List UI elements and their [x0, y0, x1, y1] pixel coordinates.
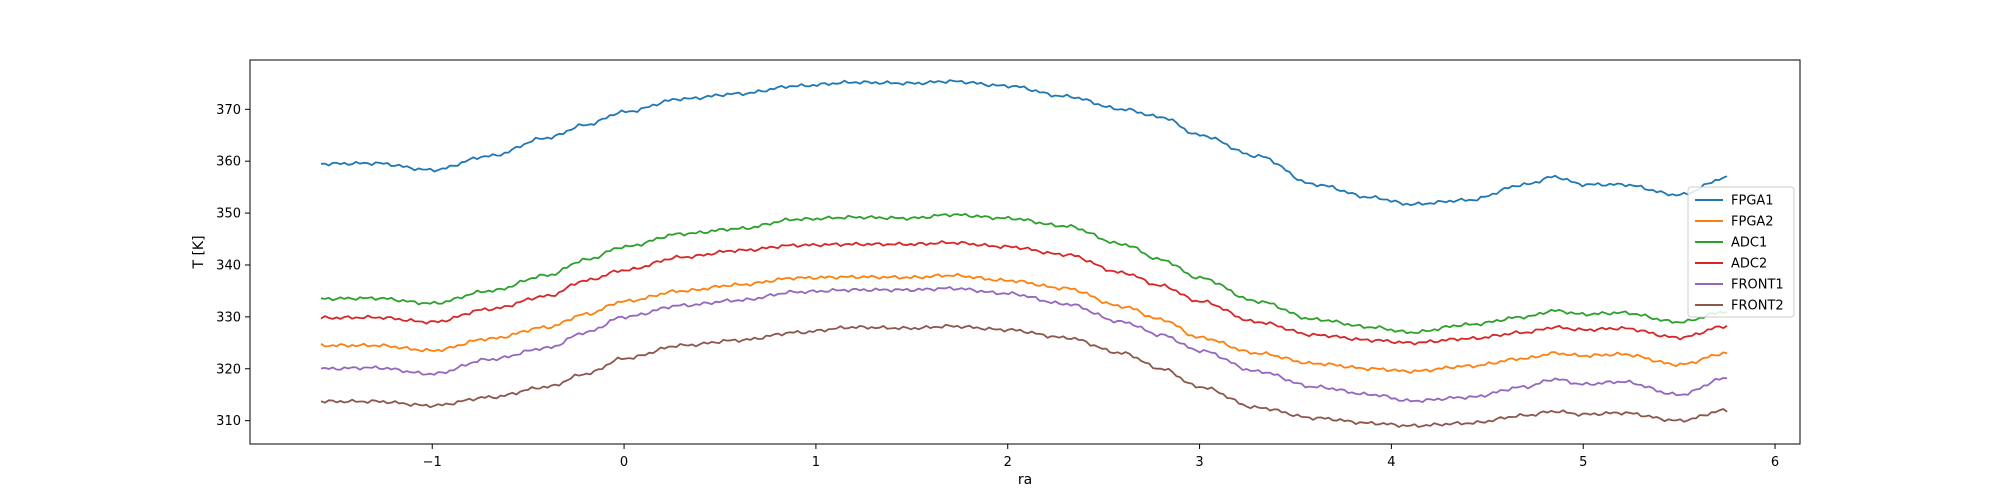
x-tick-label: 3 [1195, 455, 1203, 470]
legend-label: FPGA2 [1731, 215, 1774, 230]
series-line-front1 [320, 286, 1728, 404]
series-line-fpga1 [320, 79, 1728, 207]
x-tick-label: 6 [1771, 455, 1779, 470]
x-axis-label: ra [1018, 472, 1032, 488]
y-tick-label: 320 [216, 362, 241, 377]
legend-label: ADC1 [1731, 236, 1767, 251]
legend-label: FRONT2 [1731, 299, 1784, 314]
x-tick-label: 0 [620, 455, 628, 470]
x-tick-label: 4 [1387, 455, 1395, 470]
y-tick-label: 340 [216, 258, 241, 273]
y-tick-label: 330 [216, 310, 241, 325]
legend-label: FRONT1 [1731, 278, 1784, 293]
series-line-front2 [320, 323, 1728, 428]
y-tick-label: 310 [216, 414, 241, 429]
legend-label: ADC2 [1731, 257, 1767, 272]
y-tick-label: 370 [216, 103, 241, 118]
y-axis-label: T [K] [191, 235, 207, 269]
x-tick-label: 5 [1579, 455, 1587, 470]
y-tick-label: 360 [216, 155, 241, 170]
legend: FPGA1 FPGA2 ADC1 ADC2 FRONT1 FRONT2 [1687, 186, 1795, 318]
series-line-adc2 [320, 240, 1728, 346]
series-line-adc1 [320, 212, 1728, 335]
x-tick-label: 2 [1004, 455, 1012, 470]
plot-frame [249, 59, 1801, 445]
series-line-fpga2 [320, 272, 1728, 374]
x-tick-label: −1 [423, 455, 442, 470]
legend-label: FPGA1 [1731, 194, 1774, 209]
plot-layer [320, 79, 1728, 428]
x-tick-label: 1 [812, 455, 820, 470]
x-axis: −1 0 1 2 3 4 5 6 [423, 444, 1779, 470]
y-tick-label: 350 [216, 207, 241, 222]
y-axis: 310 320 330 340 350 360 370 [216, 103, 250, 429]
